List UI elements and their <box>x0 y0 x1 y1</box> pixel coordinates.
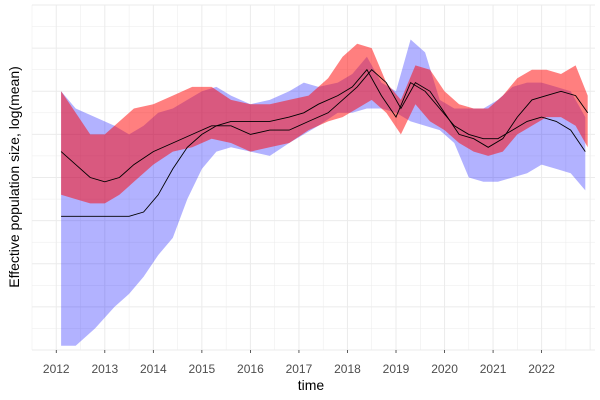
y-axis-title: Effective population size, log(mean) <box>6 66 22 288</box>
mean-line-1 <box>61 68 586 217</box>
x-axis: 2012 2013 2014 2015 2016 2017 2018 2019 2020 2021… <box>43 350 555 376</box>
x-tick-label: 2012 <box>43 362 70 376</box>
mean-lines <box>60 68 589 217</box>
x-tick-label: 2018 <box>334 362 361 376</box>
x-axis-title: time <box>298 377 325 393</box>
x-tick-label: 2013 <box>91 362 118 376</box>
x-tick-label: 2020 <box>431 362 458 376</box>
x-tick-label: 2016 <box>237 362 264 376</box>
x-tick-label: 2015 <box>189 362 216 376</box>
x-tick-label: 2019 <box>383 362 410 376</box>
x-tick-label: 2017 <box>286 362 313 376</box>
x-tick-label: 2014 <box>140 362 167 376</box>
mean-line-2 <box>60 69 589 183</box>
x-tick-label: 2022 <box>528 362 555 376</box>
confidence-bands <box>61 39 588 346</box>
band-2 <box>61 43 588 204</box>
x-tick-label: 2021 <box>480 362 507 376</box>
